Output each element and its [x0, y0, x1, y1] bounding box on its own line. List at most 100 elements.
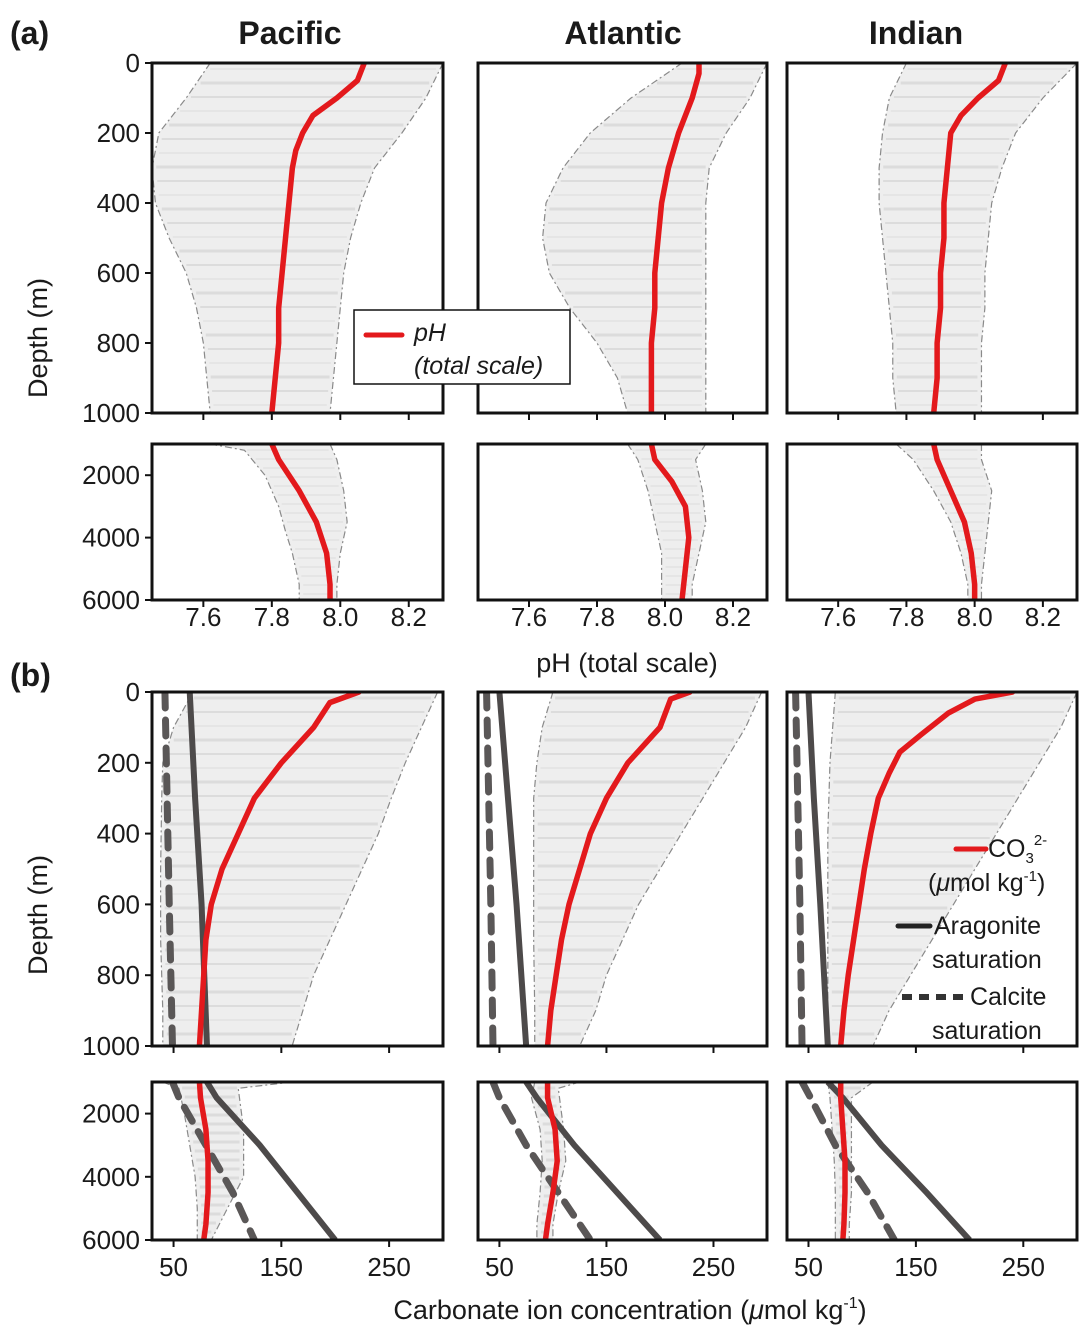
x-tick-label: 150 — [894, 1252, 937, 1282]
calcite-saturation-line — [483, 692, 497, 1046]
y-tick-label: 0 — [126, 677, 140, 707]
envelope-min-edge — [152, 63, 211, 413]
legend-b: CO32- (μmol kg-1) Aragonite saturation C… — [895, 832, 1047, 1045]
column-header-atlantic: Atlantic — [564, 15, 681, 51]
panel-content — [162, 1082, 338, 1240]
y-tick-label: 200 — [97, 748, 140, 778]
panel-content — [152, 63, 443, 413]
panel-frame — [785, 61, 1079, 415]
panel-b-atlantic-lower — [476, 1080, 769, 1247]
x-axis-label-a: pH (total scale) — [536, 648, 718, 678]
panel-content — [541, 63, 767, 413]
envelope-max-edge — [291, 692, 439, 1046]
panel-content — [627, 444, 707, 600]
panel-frame — [476, 442, 769, 602]
ph-mean-line — [269, 63, 368, 413]
x-axis-label-b-unit: mol kg — [764, 1295, 844, 1325]
x-tick-label: 7.6 — [820, 602, 856, 632]
x-tick-label: 250 — [1002, 1252, 1045, 1282]
panel-frame — [150, 442, 445, 602]
panel-content — [895, 444, 993, 600]
legend-a-box — [353, 309, 571, 385]
ph-mean-line — [648, 63, 702, 413]
panel-a-atlantic-upper — [476, 61, 769, 420]
panel-frame — [476, 690, 769, 1048]
panel-frame — [785, 442, 1079, 602]
column-header-indian: Indian — [869, 15, 963, 51]
y-tick-label: 400 — [97, 819, 140, 849]
y-tick-label: 4000 — [82, 1162, 140, 1192]
column-header-pacific: Pacific — [238, 15, 341, 51]
envelope-max-edge — [848, 1082, 874, 1240]
co3-mean-line — [544, 692, 693, 1046]
y-tick-label: 0 — [126, 48, 140, 78]
panel-label-a: (a) — [10, 15, 49, 51]
panel-frame — [476, 1080, 769, 1242]
envelope-max-edge — [552, 1082, 580, 1240]
legend-a-ph-label: pH — [413, 319, 447, 347]
calcite-saturation-line — [798, 1082, 898, 1240]
x-tick-label: 150 — [585, 1252, 628, 1282]
co3-mean-line — [196, 1082, 211, 1240]
x-tick-label: 8.0 — [647, 602, 683, 632]
co3-mean-line — [542, 1082, 560, 1240]
x-tick-label: 8.0 — [957, 602, 993, 632]
envelope-max-edge — [579, 692, 763, 1046]
legend-a-ph-scale: (total scale) — [414, 352, 543, 380]
x-axis-label-b-prefix: Carbonate ion concentration ( — [393, 1295, 749, 1325]
y-tick-label: 4000 — [82, 523, 140, 553]
co3-mean-line — [837, 692, 1016, 1046]
y-tick-label: 600 — [97, 889, 140, 919]
x-tick-label: 7.8 — [254, 602, 290, 632]
calcite-saturation-line — [161, 692, 176, 1046]
envelope-max-edge — [210, 1082, 293, 1240]
y-tick-label: 6000 — [82, 1225, 140, 1255]
x-tick-label: 8.2 — [391, 602, 427, 632]
aragonite-saturation-line — [204, 1082, 338, 1240]
envelope-min-edge — [827, 1082, 836, 1240]
envelope-max-edge — [329, 444, 348, 600]
envelope-max-edge — [980, 444, 993, 600]
envelope-min-edge — [530, 1082, 543, 1240]
envelope-min-edge — [827, 692, 836, 1046]
legend-b-co3-unit-close: ) — [1037, 869, 1045, 897]
legend-b-co3-unit-mu: μ — [935, 869, 950, 897]
envelope-fill — [542, 63, 767, 413]
co3-mean-line — [196, 692, 362, 1046]
ph-mean-line — [930, 444, 978, 600]
x-tick-label: 50 — [159, 1252, 188, 1282]
panel-content — [489, 1082, 663, 1240]
x-axis-label-b: Carbonate ion concentration (μmol kg-1) — [393, 1295, 866, 1325]
panel-content — [878, 63, 1077, 413]
envelope-fill — [210, 444, 348, 600]
x-axis-label-b-mu: μ — [748, 1295, 764, 1325]
y-tick-label: 6000 — [82, 585, 140, 615]
x-tick-label: 7.8 — [579, 602, 615, 632]
panel-frame — [150, 690, 445, 1048]
panel-content — [210, 444, 348, 600]
ph-mean-line — [930, 63, 1009, 413]
y-tick-label: 1000 — [82, 398, 140, 428]
legend-b-aragonite-label-2: saturation — [932, 946, 1042, 974]
aragonite-saturation-line — [805, 692, 831, 1046]
panel-b-atlantic-upper — [476, 690, 769, 1053]
envelope-min-edge — [160, 692, 194, 1046]
envelope-fill — [896, 444, 992, 600]
x-axis-label-b-suffix: ) — [858, 1295, 867, 1325]
envelope-max-edge — [705, 63, 767, 413]
co3-mean-line — [837, 1082, 848, 1240]
envelope-fill — [879, 63, 1077, 413]
envelope-fill — [827, 1082, 873, 1240]
panel-content — [483, 692, 763, 1046]
y-tick-label: 1000 — [82, 1031, 140, 1061]
panel-frame — [150, 1080, 445, 1242]
ph-mean-line — [648, 444, 692, 600]
envelope-min-edge — [895, 444, 969, 600]
panel-frame — [785, 1080, 1079, 1242]
y-tick-label: 800 — [97, 328, 140, 358]
y-axis-label-a: Depth (m) — [23, 278, 53, 398]
panel-content — [792, 692, 1077, 1046]
x-axis-label-b-sup: -1 — [843, 1295, 857, 1312]
legend-b-co3-label: CO32- — [988, 832, 1047, 867]
x-tick-label: 8.2 — [1025, 602, 1061, 632]
